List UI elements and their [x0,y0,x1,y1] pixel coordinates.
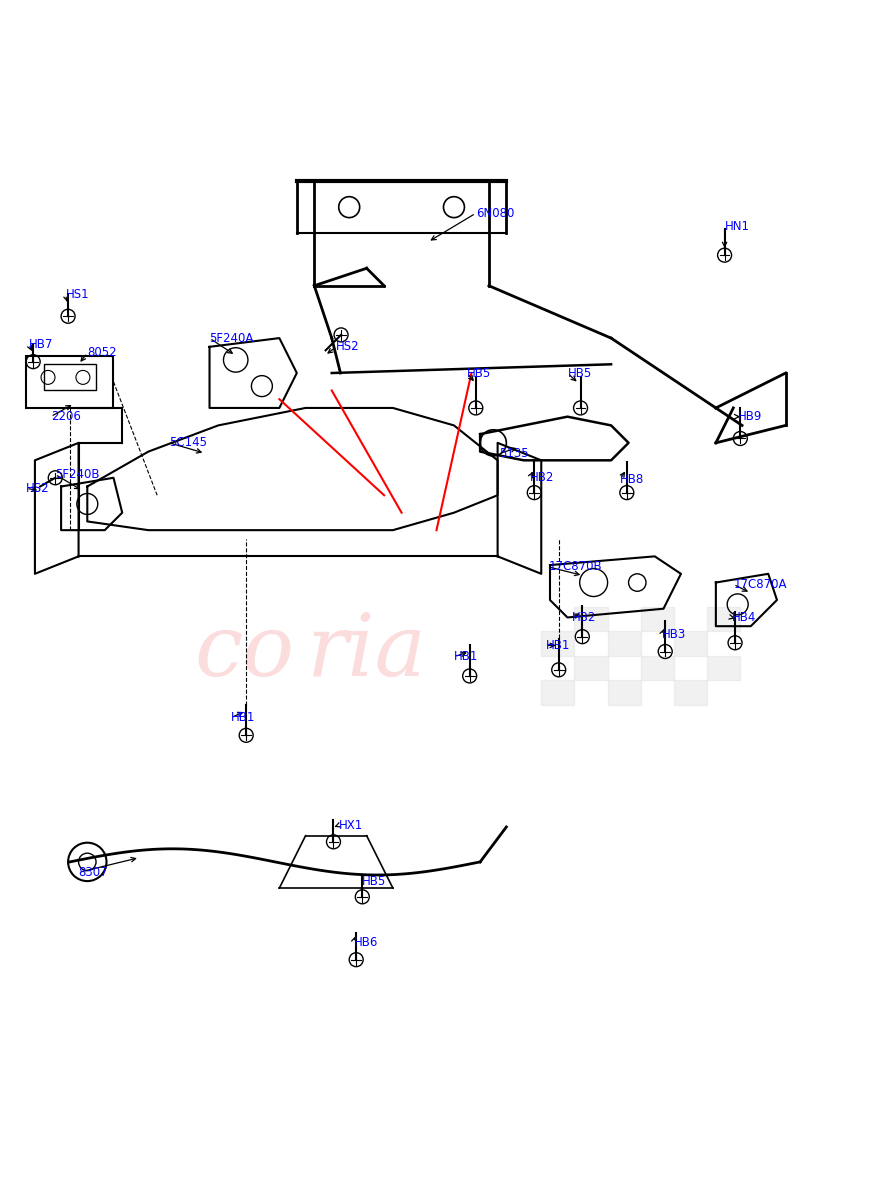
Bar [674,631,707,656]
Text: HX1: HX1 [339,818,363,832]
Text: HB5: HB5 [362,875,387,888]
Text: HB9: HB9 [738,410,762,424]
Text: 6N080: 6N080 [476,206,514,220]
Bar [26,355,113,408]
Text: HB6: HB6 [354,936,378,949]
Bar [541,680,574,704]
Text: HB2: HB2 [530,472,554,485]
Text: HB7: HB7 [29,337,53,350]
Text: HS2: HS2 [336,341,360,353]
Text: HB1: HB1 [546,638,570,652]
Text: 5F240A: 5F240A [210,331,254,344]
Text: 17C870A: 17C870A [733,577,787,590]
Bar [44,365,96,390]
Bar [707,607,740,631]
Text: HB1: HB1 [454,650,478,664]
Text: HB5: HB5 [467,366,491,379]
Text: 2206: 2206 [51,410,80,424]
Text: HB2: HB2 [572,611,596,624]
Text: 5135: 5135 [499,446,529,460]
Bar [541,631,574,656]
Text: HB5: HB5 [567,366,592,379]
Text: 5C145: 5C145 [169,437,208,449]
Bar [641,656,674,680]
Text: 17C870B: 17C870B [548,560,601,574]
Text: HS2: HS2 [26,481,50,494]
Bar [674,680,707,704]
Text: 8307: 8307 [79,866,108,878]
Text: HB4: HB4 [732,611,756,624]
Text: HN1: HN1 [725,220,750,233]
Text: ria: ria [306,611,427,694]
Bar [608,631,641,656]
Bar [574,607,608,631]
Bar [574,656,608,680]
Text: HB8: HB8 [620,473,644,486]
Bar [641,607,674,631]
Text: HB1: HB1 [230,712,255,725]
Text: co: co [195,611,294,694]
Bar [707,656,740,680]
Text: HS1: HS1 [65,288,89,301]
Text: 8052: 8052 [87,347,117,360]
Text: HB3: HB3 [662,629,686,642]
Text: 5F240B: 5F240B [55,468,100,481]
Bar [608,680,641,704]
